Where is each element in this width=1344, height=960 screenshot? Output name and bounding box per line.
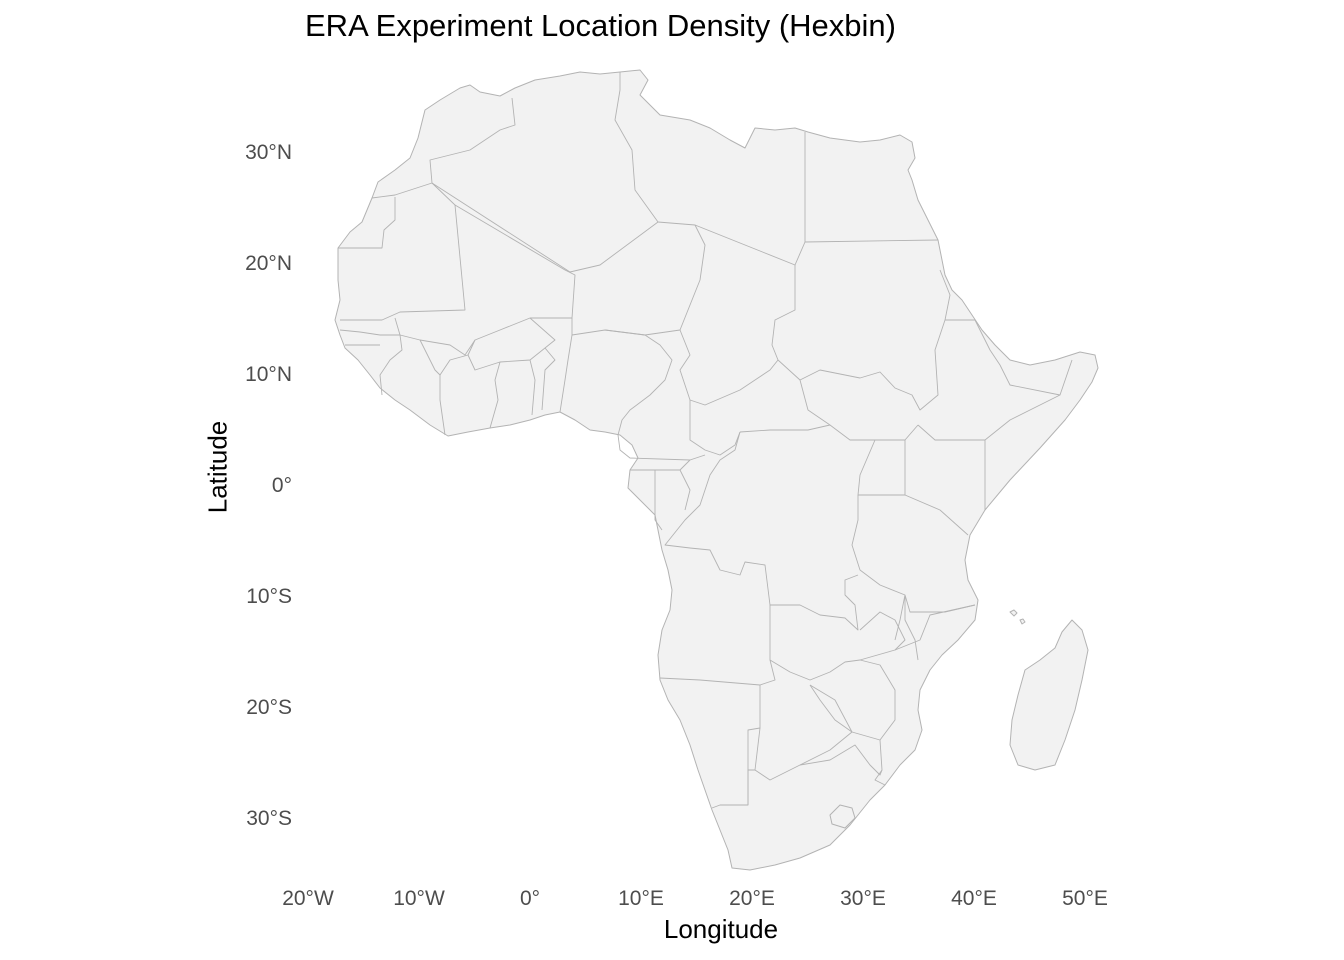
border-somalia (984, 359, 1073, 510)
border-senegal (339, 329, 400, 346)
border-chad (679, 265, 796, 406)
border-mali (394, 204, 576, 356)
border-benin (541, 347, 556, 411)
madagascar (1009, 619, 1089, 771)
y-axis-title: Latitude (202, 420, 233, 514)
x-tick-label: 20°E (729, 887, 775, 910)
border-nigeria (559, 329, 646, 413)
border-algeria (431, 72, 659, 273)
border-guinea (379, 334, 441, 396)
border-mozambique (874, 595, 976, 786)
x-tick-label: 50°E (1062, 887, 1108, 910)
border-drc (664, 424, 859, 631)
x-axis-ticks: 20°W 10°W 0° 10°E 20°E 30°E 40°E 50°E (282, 887, 1108, 910)
comoros (1009, 609, 1026, 625)
y-tick-label: 20°S (246, 696, 292, 719)
africa-mainland (334, 69, 1099, 871)
border-ethiopia (917, 319, 1061, 441)
country-borders (338, 72, 1073, 809)
border-kenya (904, 440, 969, 536)
y-tick-label: 30°S (246, 807, 292, 830)
land-layer (334, 69, 1099, 871)
border-south-africa (747, 744, 883, 805)
x-axis-title: Longitude (663, 914, 779, 944)
border-western-sahara (338, 197, 396, 249)
y-tick-label: 30°N (245, 141, 292, 164)
border-burkina (467, 317, 556, 371)
x-tick-label: 0° (520, 887, 540, 910)
y-tick-label: 0° (272, 474, 292, 497)
x-tick-label: 20°W (282, 887, 334, 910)
border-gabon (630, 459, 691, 531)
border-uganda (857, 439, 905, 496)
x-tick-label: 10°W (393, 887, 445, 910)
border-morocco (371, 97, 516, 199)
border-ghana (489, 361, 501, 429)
border-car (689, 400, 741, 456)
x-tick-label: 40°E (951, 887, 997, 910)
map-title: ERA Experiment Location Density (Hexbin) (305, 8, 896, 43)
border-mauritania (340, 182, 466, 321)
y-tick-label: 10°N (245, 363, 292, 386)
border-angola (659, 605, 776, 686)
y-axis-ticks: 30°N 20°N 10°N 0° 10°S 20°S 30°S (245, 141, 292, 830)
border-namibia (711, 685, 761, 809)
border-tanzania (851, 495, 976, 613)
border-botswana (754, 684, 853, 781)
border-egypt-sudan (804, 239, 939, 243)
lesotho (829, 804, 856, 829)
border-malawi (894, 594, 906, 641)
x-tick-label: 10°E (618, 887, 664, 910)
border-togo (529, 359, 536, 416)
border-cameroon (617, 334, 706, 461)
x-tick-label: 30°E (840, 887, 886, 910)
y-tick-label: 20°N (245, 252, 292, 275)
y-tick-label: 10°S (246, 585, 292, 608)
